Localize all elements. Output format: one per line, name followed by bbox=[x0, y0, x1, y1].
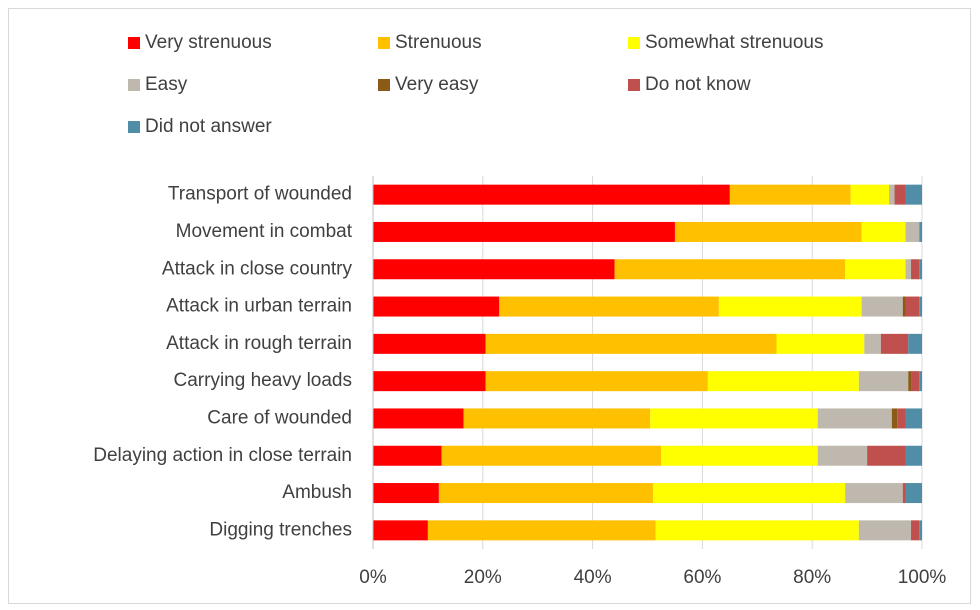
bar-segment bbox=[905, 184, 922, 205]
bar-segment bbox=[845, 483, 903, 504]
bar-segment bbox=[894, 184, 906, 205]
bar-segment bbox=[373, 221, 675, 242]
bar-segment bbox=[919, 296, 922, 317]
bar-segment bbox=[373, 520, 428, 541]
x-tick-label: 100% bbox=[898, 567, 947, 588]
bar-segment bbox=[858, 520, 912, 541]
legend-swatch bbox=[628, 37, 640, 49]
bar-segment bbox=[902, 483, 906, 504]
bar-segment bbox=[905, 296, 920, 317]
y-tick-label: Transport of wounded bbox=[168, 184, 352, 205]
bar-segment bbox=[850, 184, 890, 205]
bar-segment bbox=[858, 371, 909, 392]
bar-segment bbox=[373, 483, 439, 504]
bar-segment bbox=[427, 520, 656, 541]
bar-segment bbox=[438, 483, 653, 504]
bar-segment bbox=[905, 259, 912, 280]
bar-segment bbox=[661, 445, 818, 466]
bar-segment bbox=[729, 184, 851, 205]
legend-label: Did not answer bbox=[145, 116, 272, 137]
bar-segment bbox=[905, 408, 922, 429]
bar-segment bbox=[880, 333, 909, 354]
bar-segment bbox=[373, 333, 486, 354]
bar-segment bbox=[499, 296, 719, 317]
bar-segment bbox=[919, 221, 922, 242]
legend-label: Very easy bbox=[395, 74, 479, 95]
bar-segment bbox=[919, 520, 922, 541]
bar-segment bbox=[905, 483, 922, 504]
bar-segment bbox=[911, 259, 920, 280]
bar-segment bbox=[889, 184, 895, 205]
legend-label: Easy bbox=[145, 74, 188, 95]
bar-segment bbox=[817, 445, 868, 466]
legend-label: Somewhat strenuous bbox=[645, 32, 824, 53]
bar-segment bbox=[373, 296, 500, 317]
bar-segment bbox=[441, 445, 662, 466]
bar-segment bbox=[373, 259, 615, 280]
bar-segment bbox=[891, 408, 898, 429]
bar-segment bbox=[485, 371, 708, 392]
x-tick-label: 60% bbox=[683, 567, 721, 588]
legend-label: Strenuous bbox=[395, 32, 482, 53]
bar-segment bbox=[373, 371, 486, 392]
legend-swatch bbox=[378, 37, 390, 49]
y-tick-label: Attack in urban terrain bbox=[166, 296, 352, 317]
bar-segment bbox=[674, 221, 862, 242]
y-tick-label: Attack in close country bbox=[162, 258, 353, 279]
y-tick-label: Delaying action in close terrain bbox=[93, 445, 352, 466]
y-tick-label: Attack in rough terrain bbox=[166, 333, 352, 354]
legend-swatch bbox=[378, 79, 390, 91]
bar-segment bbox=[485, 333, 777, 354]
bar-segment bbox=[919, 259, 922, 280]
bar-segment bbox=[911, 520, 920, 541]
y-tick-label: Movement in combat bbox=[176, 221, 353, 242]
bar-segment bbox=[861, 221, 906, 242]
bar-segment bbox=[652, 483, 846, 504]
y-tick-label: Carrying heavy loads bbox=[174, 370, 352, 391]
legend-swatch bbox=[128, 37, 140, 49]
bar-segment bbox=[373, 408, 464, 429]
bar-segment bbox=[707, 371, 859, 392]
bar-segment bbox=[911, 371, 920, 392]
bar-segment bbox=[463, 408, 651, 429]
x-tick-label: 20% bbox=[464, 567, 502, 588]
bar-segment bbox=[864, 333, 881, 354]
bar-segment bbox=[373, 184, 730, 205]
bar-segment bbox=[650, 408, 818, 429]
bar-segment bbox=[614, 259, 846, 280]
bar-segment bbox=[908, 371, 912, 392]
y-tick-label: Digging trenches bbox=[209, 519, 352, 540]
bar-segment bbox=[655, 520, 859, 541]
bar-segment bbox=[897, 408, 906, 429]
y-tick-label: Care of wounded bbox=[207, 407, 352, 428]
bar-segment bbox=[905, 445, 922, 466]
x-tick-label: 80% bbox=[793, 567, 831, 588]
legend-swatch bbox=[128, 79, 140, 91]
bar-segment bbox=[908, 333, 922, 354]
bar-segment bbox=[776, 333, 865, 354]
bar-segment bbox=[919, 371, 922, 392]
x-tick-label: 40% bbox=[574, 567, 612, 588]
bar-segment bbox=[861, 296, 903, 317]
bar-segment bbox=[905, 221, 920, 242]
legend-swatch bbox=[128, 121, 140, 133]
x-tick-label: 0% bbox=[359, 567, 387, 588]
bar-segment bbox=[718, 296, 862, 317]
bar-segment bbox=[817, 408, 892, 429]
legend-label: Do not know bbox=[645, 74, 751, 95]
bar-segment bbox=[902, 296, 906, 317]
legend-swatch bbox=[628, 79, 640, 91]
bar-segment bbox=[845, 259, 906, 280]
bar-segment bbox=[867, 445, 906, 466]
bar-segment bbox=[373, 445, 442, 466]
y-tick-label: Ambush bbox=[282, 482, 352, 503]
legend-label: Very strenuous bbox=[145, 32, 272, 53]
